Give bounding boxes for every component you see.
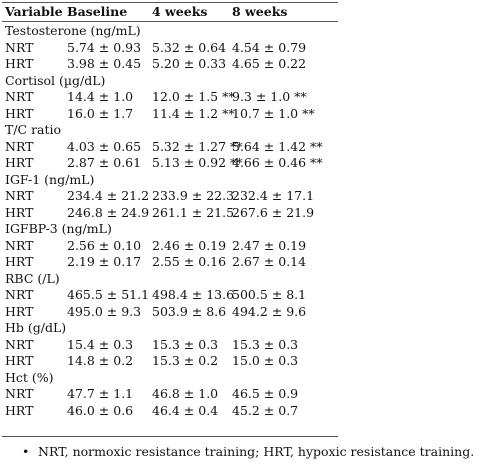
- cell-value: 15.4 ± 0.3: [67, 336, 134, 352]
- cell-value: 494.2 ± 9.6: [232, 303, 307, 319]
- bottom-rule: [2, 436, 338, 437]
- group-name: NRT: [5, 138, 34, 154]
- cell-value: 261.1 ± 21.5: [152, 204, 235, 220]
- group-name: HRT: [5, 204, 34, 220]
- cell-value: 4.66 ± 0.46 **: [232, 155, 323, 170]
- cell-value: 5.32 ± 0.64: [152, 39, 227, 55]
- cell-value: 5.64 ± 1.42 **: [232, 138, 323, 154]
- cell-value: 5.32 ± 1.27 **: [152, 138, 243, 154]
- section-label: IGFBP-3 (ng/mL): [5, 221, 112, 236]
- section-label: RBC (/L): [5, 270, 60, 286]
- group-name: HRT: [5, 155, 34, 170]
- cell-value: 233.9 ± 22.3: [152, 188, 235, 203]
- group-name: NRT: [5, 237, 34, 253]
- group-name: HRT: [5, 56, 34, 71]
- cell-value: 16.0 ± 1.7: [67, 105, 134, 121]
- group-name: NRT: [5, 89, 34, 104]
- cell-value: 246.8 ± 24.9: [67, 204, 150, 220]
- cell-value: 15.0 ± 0.3: [232, 353, 299, 368]
- cell-value: 2.19 ± 0.17: [67, 254, 142, 269]
- cell-value: 15.3 ± 0.3: [232, 336, 299, 352]
- cell-value: 465.5 ± 51.1: [67, 287, 150, 302]
- cell-value: 2.46 ± 0.19: [152, 237, 227, 253]
- group-name: NRT: [5, 39, 34, 55]
- group-name: HRT: [5, 254, 34, 269]
- cell-value: 495.0 ± 9.3: [67, 303, 142, 319]
- group-name: HRT: [5, 303, 34, 319]
- cell-value: 12.0 ± 1.5 **: [152, 89, 235, 104]
- section-label: Hb (g/dL): [5, 320, 67, 335]
- footnote: NRT, normoxic resistance training; HRT, …: [38, 444, 475, 459]
- group-name: HRT: [5, 402, 34, 418]
- cell-value: 498.4 ± 13.6: [152, 287, 235, 302]
- cell-value: 14.4 ± 1.0: [67, 89, 134, 104]
- column-header: Variable: [5, 4, 63, 19]
- group-name: NRT: [5, 336, 34, 352]
- column-header: Baseline: [67, 4, 128, 19]
- section-label: T/C ratio: [5, 122, 62, 137]
- header-rule: [2, 21, 338, 22]
- cell-value: 500.5 ± 8.1: [232, 287, 307, 302]
- cell-value: 2.56 ± 0.10: [67, 237, 142, 253]
- cell-value: 2.87 ± 0.61: [67, 155, 142, 170]
- cell-value: 15.3 ± 0.2: [152, 353, 219, 368]
- section-label: Hct (%): [5, 369, 54, 385]
- footnote-bullet: •: [22, 444, 30, 459]
- group-name: NRT: [5, 188, 34, 203]
- column-header: 8 weeks: [232, 4, 288, 19]
- cell-value: 4.54 ± 0.79: [232, 39, 307, 55]
- section-label: Testosterone (ng/mL): [5, 23, 141, 38]
- cell-value: 15.3 ± 0.3: [152, 336, 219, 352]
- cell-value: 2.47 ± 0.19: [232, 237, 307, 253]
- cell-value: 503.9 ± 8.6: [152, 303, 227, 319]
- cell-value: 4.65 ± 0.22: [232, 56, 307, 71]
- cell-value: 47.7 ± 1.1: [67, 386, 134, 401]
- cell-value: 5.74 ± 0.93: [67, 39, 142, 55]
- cell-value: 45.2 ± 0.7: [232, 402, 299, 418]
- cell-value: 46.4 ± 0.4: [152, 402, 219, 418]
- cell-value: 9.3 ± 1.0 **: [232, 89, 307, 104]
- cell-value: 5.20 ± 0.33: [152, 56, 227, 71]
- group-name: NRT: [5, 287, 34, 302]
- cell-value: 234.4 ± 21.2: [67, 188, 150, 203]
- group-name: NRT: [5, 386, 34, 401]
- cell-value: 4.03 ± 0.65: [67, 138, 142, 154]
- group-name: HRT: [5, 353, 34, 368]
- cell-value: 14.8 ± 0.2: [67, 353, 134, 368]
- cell-value: 5.13 ± 0.92 **: [152, 155, 243, 170]
- section-label: Cortisol (µg/dL): [5, 72, 106, 88]
- section-label: IGF-1 (ng/mL): [5, 171, 95, 187]
- cell-value: 46.8 ± 1.0: [152, 386, 219, 401]
- cell-value: 232.4 ± 17.1: [232, 188, 315, 203]
- group-name: HRT: [5, 105, 34, 121]
- cell-value: 267.6 ± 21.9: [232, 204, 315, 220]
- cell-value: 10.7 ± 1.0 **: [232, 105, 315, 121]
- cell-value: 46.5 ± 0.9: [232, 386, 299, 401]
- cell-value: 3.98 ± 0.45: [67, 56, 142, 71]
- cell-value: 2.55 ± 0.16: [152, 254, 227, 269]
- top-rule: [2, 2, 338, 3]
- cell-value: 46.0 ± 0.6: [67, 402, 134, 418]
- cell-value: 2.67 ± 0.14: [232, 254, 307, 269]
- column-header: 4 weeks: [152, 4, 208, 19]
- cell-value: 11.4 ± 1.2 **: [152, 105, 235, 121]
